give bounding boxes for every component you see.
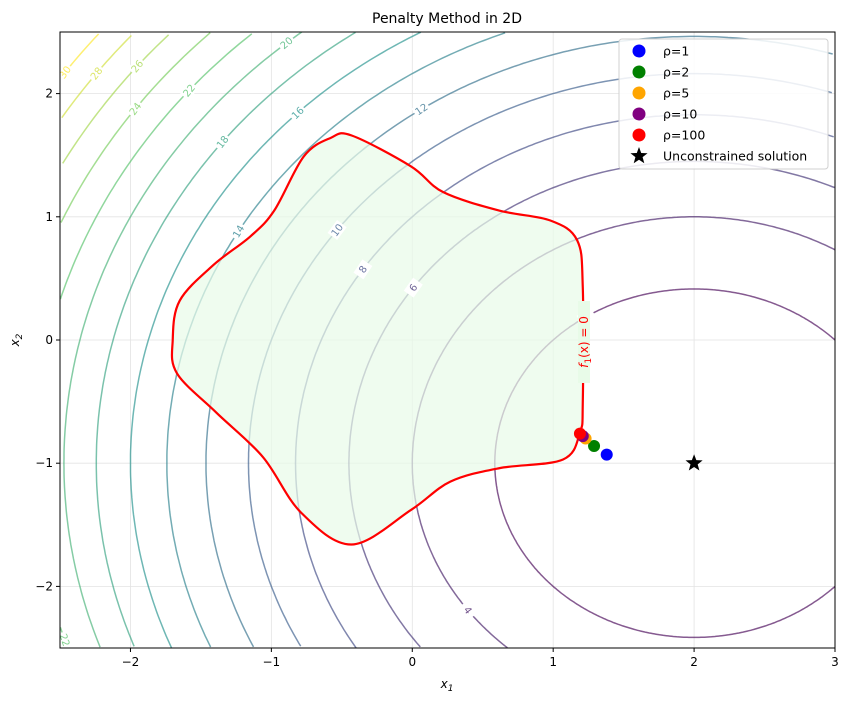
x-axis-label-sub: 1 (448, 684, 454, 694)
contour-label-gap (229, 221, 248, 242)
constraint-region (170, 132, 585, 546)
x-axis-label-main: x (440, 677, 449, 691)
legend: ρ=1 ρ=2 ρ=5 ρ=10 ρ=100 Unconstrained solution (618, 38, 829, 170)
legend-entry-label: ρ=2 (663, 65, 689, 80)
legend-marker-icon (632, 44, 646, 58)
legend-star-icon (630, 147, 648, 164)
contour-label: 22 (181, 83, 198, 100)
y-tick-label: 1 (45, 210, 53, 224)
chart-title: Penalty Method in 2D (372, 11, 522, 27)
contour-level-20 (63, 32, 303, 648)
feasible-region-fill (171, 133, 584, 545)
contour-label-gap (276, 33, 297, 53)
contour-label-gap (353, 259, 373, 280)
penalty-solutions (573, 427, 703, 471)
contour-label-gap (179, 80, 199, 101)
x-tick-label: 1 (549, 655, 557, 669)
constraint-label: f1(x) = 0 (577, 316, 594, 368)
legend-box (618, 38, 829, 170)
y-tick-label: −1 (35, 456, 53, 470)
y-axis-label-main: x (8, 338, 22, 347)
legend-entry-label: ρ=5 (663, 86, 689, 101)
solution-point-ρ=100 (573, 427, 586, 440)
contour-label: 8 (357, 264, 370, 275)
y-tick-label: 2 (45, 87, 53, 101)
constraint-boundary (170, 132, 585, 546)
unconstrained-solution-marker (685, 454, 703, 471)
x-tick-label: 0 (408, 655, 416, 669)
contour-level-26 (62, 34, 170, 164)
x-axis-label: x1 (440, 677, 454, 694)
x-tick-label: −2 (122, 655, 140, 669)
contour-label-gap (411, 99, 432, 119)
legend-entry-label: ρ=100 (663, 128, 705, 143)
y-axis-label-sub: 2 (15, 333, 25, 339)
contour-label-gap (458, 600, 478, 621)
contour-label: 12 (414, 102, 431, 118)
constraint-label-main: f (577, 362, 591, 368)
contour-level-24 (60, 32, 211, 223)
contour-label-gap (212, 131, 233, 152)
legend-entry-label: Unconstrained solution (663, 149, 807, 164)
contour-label-gap (327, 220, 347, 241)
legend-marker-icon (632, 86, 646, 100)
constraint-label-gap (578, 301, 590, 383)
contour-label-gap (287, 103, 308, 123)
x-tick-label: 3 (831, 655, 839, 669)
contour-level-16 (129, 32, 422, 648)
contour-label: 4 (461, 605, 474, 617)
contour-label: 6 (408, 282, 421, 294)
legend-marker-icon (632, 107, 646, 121)
contour-label: 22 (57, 633, 71, 648)
contour-label-gap (127, 56, 147, 77)
y-tick-label: −2 (35, 579, 53, 593)
contour-label-gap (86, 63, 107, 84)
solution-point-ρ=1 (600, 448, 613, 461)
constraint-label-sub: 1 (584, 358, 594, 364)
y-tick-label: 0 (45, 333, 53, 347)
x-tick-label: −1 (263, 655, 281, 669)
contour-level-18 (95, 32, 356, 647)
contour-label-gap (403, 277, 423, 298)
legend-marker-icon (632, 128, 646, 142)
constraint-label-rest: (x) = 0 (577, 316, 591, 358)
solution-point-ρ=2 (588, 439, 601, 452)
legend-entry-label: ρ=10 (663, 107, 697, 122)
legend-marker-icon (632, 65, 646, 79)
x-tick-label: 2 (690, 655, 698, 669)
legend-entry-label: ρ=1 (663, 44, 689, 59)
contour-label-gap (125, 98, 145, 119)
y-axis-label: x2 (8, 333, 25, 347)
contour-label-gap (60, 630, 74, 648)
